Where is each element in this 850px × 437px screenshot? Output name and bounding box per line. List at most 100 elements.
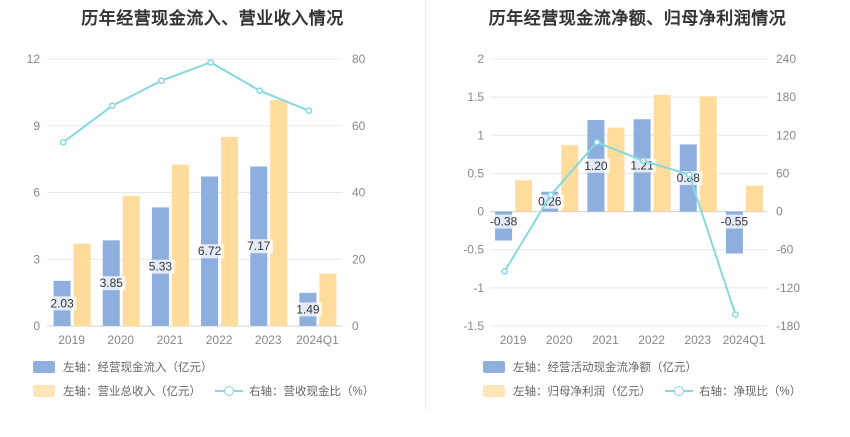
x-tick-label: 2019 — [58, 333, 85, 347]
x-tick-label: 2023 — [255, 333, 282, 347]
y-tick-label-left: -1 — [473, 281, 484, 295]
data-label-bg — [716, 214, 752, 229]
legend-label: 左轴：归母净利润（亿元） — [513, 386, 651, 398]
y-tick-label-right: -60 — [776, 243, 794, 257]
bar-series2 — [561, 145, 579, 212]
chart-title: 历年经营现金流入、营业收入情况 — [81, 9, 344, 29]
legend-swatch-orange — [483, 385, 505, 397]
line-point — [108, 102, 116, 110]
x-tick-label: 2022 — [206, 333, 233, 347]
legend-line-icon — [215, 385, 243, 397]
data-label: 2.03 — [50, 296, 74, 310]
line-point — [256, 87, 264, 95]
data-label-bg — [581, 158, 611, 173]
data-label-bg — [195, 244, 224, 259]
y-tick-label-left: 12 — [27, 52, 41, 66]
y-tick-label-right: 20 — [352, 252, 366, 266]
data-label-bg — [47, 296, 77, 311]
bar-series2 — [270, 100, 288, 326]
y-tick-label-left: 6 — [33, 186, 40, 200]
line-point — [685, 171, 693, 179]
bar-series2 — [699, 96, 717, 212]
x-tick-label: 2022 — [638, 333, 665, 347]
y-tick-label-left: 1 — [477, 128, 484, 142]
bar-series2 — [515, 180, 533, 212]
data-label-bg — [293, 302, 323, 317]
y-tick-label-left: 3 — [33, 252, 40, 266]
data-label: 1.20 — [584, 159, 608, 173]
legend-label: 左轴：营业总收入（亿元） — [63, 386, 201, 398]
legend-item-bar2[interactable]: 左轴：营业总收入（亿元） — [33, 383, 201, 399]
data-label-bg — [486, 214, 522, 229]
legend-row-2: 左轴：营业总收入（亿元） 右轴：营收现金比（%） — [33, 383, 374, 399]
y-tick-label-right: -120 — [776, 281, 800, 295]
data-label-bg — [97, 276, 126, 291]
data-label: -0.55 — [721, 215, 749, 229]
x-tick-label: 2024Q1 — [296, 333, 339, 347]
line-series — [503, 141, 737, 315]
panel-divider — [425, 0, 426, 410]
chart-plot-area: -1.5 -180 -1 -120 -0.5 -60 0 0 0.5 60 1 120 1.5 180 2 2… — [463, 52, 800, 347]
x-tick-label: 2024Q1 — [723, 333, 766, 347]
bar-series2 — [653, 94, 671, 212]
data-label: 6.72 — [198, 244, 222, 258]
x-tick-label: 2023 — [684, 333, 711, 347]
bar-series2 — [745, 185, 763, 212]
line-point — [158, 77, 165, 85]
data-label: -0.38 — [490, 215, 518, 229]
y-tick-label-right: 60 — [352, 119, 366, 133]
legend-item-bar1[interactable]: 左轴：经营现金流入（亿元） — [33, 359, 213, 375]
y-tick-label-left: 0 — [477, 205, 484, 219]
legend-item-bar1[interactable]: 左轴：经营活动现金流净额（亿元） — [483, 359, 697, 375]
legend-item-line[interactable]: 右轴：净现比（%） — [665, 383, 801, 399]
legend-swatch-orange — [33, 385, 55, 397]
y-tick-label-left: 9 — [33, 119, 40, 133]
line-point — [305, 107, 313, 115]
x-tick-label: 2021 — [592, 333, 619, 347]
line-series — [62, 61, 310, 144]
y-tick-label-right: 80 — [352, 52, 366, 66]
line-point — [547, 191, 555, 199]
y-tick-label-right: 120 — [776, 128, 796, 142]
y-tick-label-left: -0.5 — [463, 243, 484, 257]
data-label-bg — [244, 239, 273, 254]
line-point — [59, 139, 67, 146]
x-tick-label: 2020 — [546, 333, 573, 347]
legend-swatch-blue — [483, 361, 505, 373]
line-point — [732, 311, 739, 318]
x-tick-label: 2019 — [500, 333, 527, 347]
y-tick-label-right: 60 — [776, 166, 790, 180]
legend-item-bar2[interactable]: 左轴：归母净利润（亿元） — [483, 383, 651, 399]
y-tick-label-left: 0 — [33, 319, 40, 333]
y-tick-label-right: 240 — [776, 52, 796, 66]
y-tick-label-left: 0.5 — [467, 166, 484, 180]
line-point — [593, 138, 601, 146]
data-label-bg — [535, 194, 564, 209]
x-tick-label: 2020 — [107, 333, 134, 347]
bar-series2 — [319, 273, 337, 326]
chart-panel-cash-inflow: 历年经营现金流入、营业收入情况 0 0 3 20 6 40 9 60 12 80 2019 2.03 2… — [27, 9, 375, 399]
legend-label: 左轴：经营现金流入（亿元） — [63, 362, 213, 374]
legend-label: 左轴：经营活动现金流净额（亿元） — [513, 362, 697, 374]
data-label: 1.49 — [296, 302, 320, 316]
chart-panel-net-cash: 历年经营现金流净额、归母净利润情况 -1.5 -180 -1 -120 -0.5 -60 0… — [425, 0, 850, 437]
chart-title: 历年经营现金流净额、归母净利润情况 — [488, 9, 787, 29]
bar-series2 — [122, 195, 140, 326]
y-tick-label-right: 0 — [352, 319, 359, 333]
y-tick-label-right: -180 — [776, 319, 800, 333]
legend-swatch-blue — [33, 361, 55, 373]
x-tick-label: 2021 — [157, 333, 184, 347]
data-label-bg — [146, 259, 175, 274]
y-tick-label-right: 180 — [776, 90, 796, 104]
data-label: 3.85 — [100, 276, 124, 290]
y-tick-label-left: 1.5 — [467, 90, 484, 104]
data-label: 5.33 — [149, 260, 173, 274]
y-tick-label-right: 40 — [352, 186, 366, 200]
line-point — [207, 58, 214, 66]
y-tick-label-left: -1.5 — [463, 319, 484, 333]
legend-row-2: 左轴：归母净利润（亿元） 右轴：净现比（%） — [483, 383, 801, 399]
bar-series2 — [73, 243, 91, 326]
data-label: 0.88 — [677, 171, 701, 185]
legend-item-line[interactable]: 右轴：营收现金比（%） — [215, 383, 374, 399]
chart-plot-area: 0 0 3 20 6 40 9 60 12 80 2019 2.03 2020 3.85 2021 5.33 2… — [27, 52, 366, 347]
